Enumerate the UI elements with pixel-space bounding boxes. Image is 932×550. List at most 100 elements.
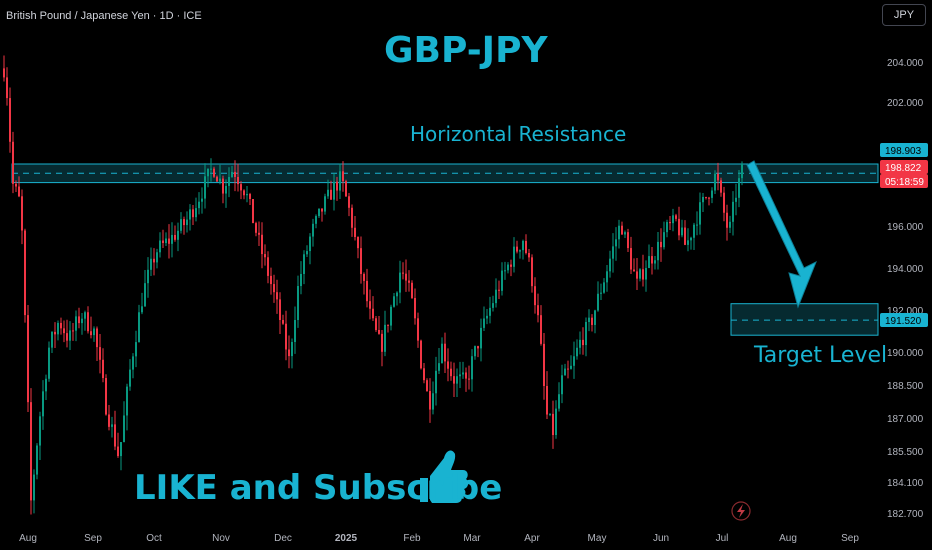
candle-body <box>66 333 68 341</box>
symbol-header[interactable]: British Pound / Japanese Yen · 1D · ICE <box>6 10 202 22</box>
resistance-price-text: 198.903 <box>885 146 922 157</box>
candle-body <box>162 240 164 244</box>
candle-body <box>588 317 590 322</box>
candle-body <box>663 232 665 248</box>
candle-body <box>12 141 14 184</box>
candle-body <box>498 289 500 291</box>
time-axis[interactable]: Aug Sep Oct Nov Dec 2025 Feb Mar Apr May Jun Jul Aug… <box>19 533 859 544</box>
candle-body <box>183 219 185 226</box>
candle-body <box>561 375 563 395</box>
candle-body <box>303 254 305 274</box>
candle-body <box>75 316 77 331</box>
candle-body <box>582 339 584 346</box>
candle-body <box>324 196 326 212</box>
price-axis[interactable]: 204.000 202.000 196.000 194.000 192.000 190.0… <box>887 58 924 520</box>
candle-body <box>147 269 149 284</box>
candle-body <box>615 239 617 247</box>
candle-body <box>201 198 203 202</box>
candle-body <box>552 413 554 436</box>
candle-body <box>465 372 467 379</box>
candle-body <box>273 284 275 293</box>
candle-body <box>93 328 95 336</box>
candle-body <box>348 196 350 208</box>
thumb-cuff <box>420 478 428 502</box>
candle-body <box>507 264 509 271</box>
candle-body <box>444 343 446 362</box>
candle-body <box>285 323 287 350</box>
candle-body <box>24 230 26 316</box>
candle-body <box>426 380 428 392</box>
candle-body <box>684 227 686 245</box>
y-tick-label: 192.000 <box>887 306 924 317</box>
currency-selector[interactable]: JPY <box>882 4 926 26</box>
candle-body <box>600 292 602 294</box>
candle-body <box>234 171 236 177</box>
candle-body <box>486 315 488 319</box>
candle-body <box>651 256 653 264</box>
candle-body <box>240 184 242 191</box>
candle-body <box>396 292 398 297</box>
candle-body <box>570 365 572 369</box>
target-zone <box>730 303 879 336</box>
candle-body <box>609 258 611 272</box>
candle-body <box>687 240 689 245</box>
candle-body <box>315 216 317 224</box>
candle-body <box>657 241 659 261</box>
candle-body <box>672 215 674 224</box>
candle-body <box>411 282 413 298</box>
candle-body <box>738 178 740 198</box>
bolt-ring <box>731 501 751 521</box>
y-tick-label: 202.000 <box>887 98 924 109</box>
y-tick-label: 188.500 <box>887 381 924 392</box>
x-tick-label: Sep <box>84 533 102 544</box>
candle-body <box>594 310 596 325</box>
candle-body <box>714 173 716 191</box>
candle-body <box>648 256 650 269</box>
x-tick-label: Oct <box>146 533 162 544</box>
candle-body <box>342 171 344 182</box>
candle-body <box>393 296 395 307</box>
candle-body <box>318 208 320 217</box>
candle-body <box>438 363 440 371</box>
candle-body <box>294 320 296 342</box>
candle-body <box>297 286 299 321</box>
candle-body <box>96 328 98 348</box>
candle-body <box>504 270 506 272</box>
candle-body <box>231 171 233 178</box>
candle-body <box>591 317 593 325</box>
candle-body <box>168 238 170 244</box>
candle-body <box>450 368 452 377</box>
lightning-icon[interactable] <box>731 501 751 521</box>
candle-body <box>453 376 455 384</box>
candle-body <box>225 185 227 194</box>
candle-body <box>543 343 545 387</box>
candle-body <box>9 98 11 142</box>
candle-body <box>138 312 140 343</box>
candle-body <box>603 282 605 293</box>
candle-body <box>405 273 407 281</box>
candle-body <box>123 415 125 443</box>
x-tick-label: 2025 <box>335 533 358 544</box>
candle-body <box>537 305 539 316</box>
candle-body <box>3 68 5 78</box>
candle-body <box>420 340 422 369</box>
x-tick-label: Feb <box>403 533 421 544</box>
candle-body <box>165 238 167 244</box>
candle-body <box>243 190 245 196</box>
candle-body <box>288 349 290 357</box>
candle-body <box>654 260 656 264</box>
candle-body <box>192 209 194 218</box>
x-tick-label: Nov <box>212 533 230 544</box>
candle-body <box>48 347 50 379</box>
target-label: Target Level <box>754 343 888 368</box>
candle-body <box>435 370 437 394</box>
candle-body <box>267 257 269 276</box>
candle-body <box>180 219 182 231</box>
down-arrow-annotation <box>746 160 817 309</box>
candle-body <box>15 183 17 187</box>
cta-text: LIKE and Subscribe <box>134 468 503 508</box>
candle-body <box>699 202 701 225</box>
x-tick-label: Jun <box>653 533 669 544</box>
candle-body <box>72 330 74 332</box>
